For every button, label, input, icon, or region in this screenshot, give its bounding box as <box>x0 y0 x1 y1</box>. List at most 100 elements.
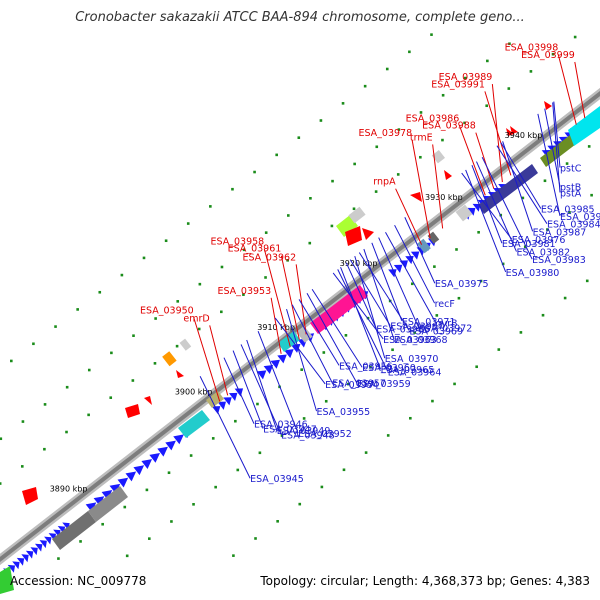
gene-label-bottom: ESA_03955 <box>317 407 371 418</box>
gene-label-bottom: ESA_03975 <box>435 279 489 290</box>
accession-text: Accession: NC_009778 <box>10 574 147 588</box>
kbp-tick-label: 3940 kbp <box>505 131 543 140</box>
red-gene-4 <box>176 370 184 378</box>
topology-summary: Topology: circular; Length: 4,368,373 bp… <box>260 574 590 588</box>
forward-gene-arrow <box>30 547 38 556</box>
forward-gene-arrow <box>173 434 184 445</box>
gene-label-top: trmE <box>410 132 433 143</box>
red-gene-7 <box>410 192 422 202</box>
gene-label-bottom: ESA_03954 <box>325 380 379 391</box>
gray-gene-4 <box>455 204 473 222</box>
forward-gene-arrow <box>270 359 281 369</box>
reverse-gene-features[interactable] <box>0 101 552 594</box>
forward-gene-arrow <box>149 452 160 463</box>
gene-label-top: ESA_03998 <box>505 43 559 54</box>
gene-label-top: ESA_03978 <box>358 128 412 139</box>
kbp-tick-label: 3920 kbp <box>340 259 378 268</box>
gene-label-bottom: ESA_03956 <box>339 361 393 372</box>
gene-label-bottom: ESA_03980 <box>506 268 560 279</box>
gene-label-top: ESA_03999 <box>521 50 575 61</box>
forward-gene-arrow <box>223 397 232 406</box>
forward-gene-arrow <box>472 203 481 212</box>
gene-label-bottom: pstC <box>560 164 582 175</box>
red-gene-10 <box>510 126 518 134</box>
forward-gene-arrow <box>125 471 137 482</box>
forward-gene-arrow <box>101 490 113 500</box>
gene-label-bottom: ESA_03972 <box>419 324 473 335</box>
gene-label-bottom: ESA_03945 <box>250 474 304 485</box>
orange-gene <box>162 351 177 367</box>
gene-label-top: ESA_03986 <box>406 113 460 124</box>
gray-gene-1 <box>179 338 192 351</box>
gene-label-bottom: ESA_03983 <box>532 255 586 266</box>
green-corner-gene <box>0 566 14 594</box>
kbp-tick-label: 3890 kbp <box>50 484 88 493</box>
gene-label-bottom: ESA_03971 <box>402 317 456 328</box>
gene-label-top: ESA_03988 <box>422 121 476 132</box>
forward-gene-arrow <box>467 207 476 216</box>
gene-label-bottom: ESA_03982 <box>516 248 570 259</box>
tick-dot-rings <box>0 33 593 560</box>
forward-gene-arrow <box>85 502 97 513</box>
gene-label-bottom: ESA_03952 <box>298 429 352 440</box>
gene-label-top: ESA_03953 <box>217 286 271 297</box>
gene-block-olive <box>206 391 224 408</box>
forward-gene-arrow <box>39 540 47 549</box>
forward-gene-arrow <box>410 251 420 260</box>
gene-label-bottom: ESA_03948 <box>281 430 335 441</box>
gene-block-cyan-3 <box>568 106 600 146</box>
gene-label-bottom: ESA_03970 <box>385 354 439 365</box>
forward-gene-arrow <box>133 465 145 476</box>
forward-gene-arrow <box>109 483 121 494</box>
gene-block-gray-1 <box>52 511 96 550</box>
gene-label-bottom: ESA_03964 <box>388 367 442 378</box>
gene-label-bottom: ESA_03985 <box>541 205 595 216</box>
forward-gene-arrow <box>141 459 153 469</box>
bottom-gene-labels[interactable]: pstCpstBpstAESA_03990ESA_03985ESA_03984E… <box>199 101 600 486</box>
forward-gene-arrow <box>12 561 20 570</box>
gene-label-bottom: ESA_03959 <box>357 379 411 390</box>
forward-gene-arrow <box>157 446 168 457</box>
gene-label-bottom: ESA_03965 <box>381 365 435 376</box>
gene-label-bottom: ESA_03949 <box>277 426 331 437</box>
forward-gene-arrow <box>34 543 43 552</box>
gene-label-top: ESA_03950 <box>140 305 194 316</box>
gene-label-top: rnpA <box>373 177 396 188</box>
gene-block-olive-green <box>540 132 580 167</box>
gene-label-bottom: ESA_03990 <box>560 212 600 223</box>
forward-gene-arrow <box>165 440 176 451</box>
gray-gene-2 <box>348 206 366 224</box>
red-gene-11 <box>544 101 552 110</box>
red-gene-6 <box>362 228 374 240</box>
gene-label-bottom: pstB <box>560 183 581 194</box>
forward-gene-arrow <box>44 536 52 545</box>
forward-gene-arrow <box>228 392 238 401</box>
forward-gene-arrow <box>388 269 397 278</box>
gene-block-navy <box>478 164 538 214</box>
gene-label-bottom: pstA <box>560 188 582 199</box>
forward-gene-arrow <box>21 554 29 563</box>
kbp-tick-label: 3900 kbp <box>175 387 213 396</box>
forward-gene-arrow <box>284 349 294 359</box>
backbone <box>0 87 600 566</box>
forward-gene-arrow <box>25 550 34 559</box>
gene-label-bottom: ESA_03946 <box>254 420 308 431</box>
forward-gene-arrow <box>290 343 301 353</box>
forward-gene-arrow <box>217 401 227 410</box>
gene-block-gray-2 <box>88 486 128 522</box>
dark-gray-gene <box>427 231 440 244</box>
gray-gene-3 <box>431 149 446 164</box>
gene-label-top: ESA_03989 <box>439 72 493 83</box>
gene-label-bottom: ESA_03960 <box>362 363 416 374</box>
red-gene-3 <box>144 396 152 405</box>
gene-label-bottom: recF <box>435 299 455 310</box>
forward-gene-arrow <box>211 406 221 415</box>
forward-gene-arrow <box>256 370 267 380</box>
red-gene-2 <box>125 404 140 418</box>
forward-gene-arrow <box>117 477 129 488</box>
gene-label-bottom: ESA_03966 <box>376 325 430 336</box>
gene-label-bottom: gyrB <box>435 318 457 329</box>
